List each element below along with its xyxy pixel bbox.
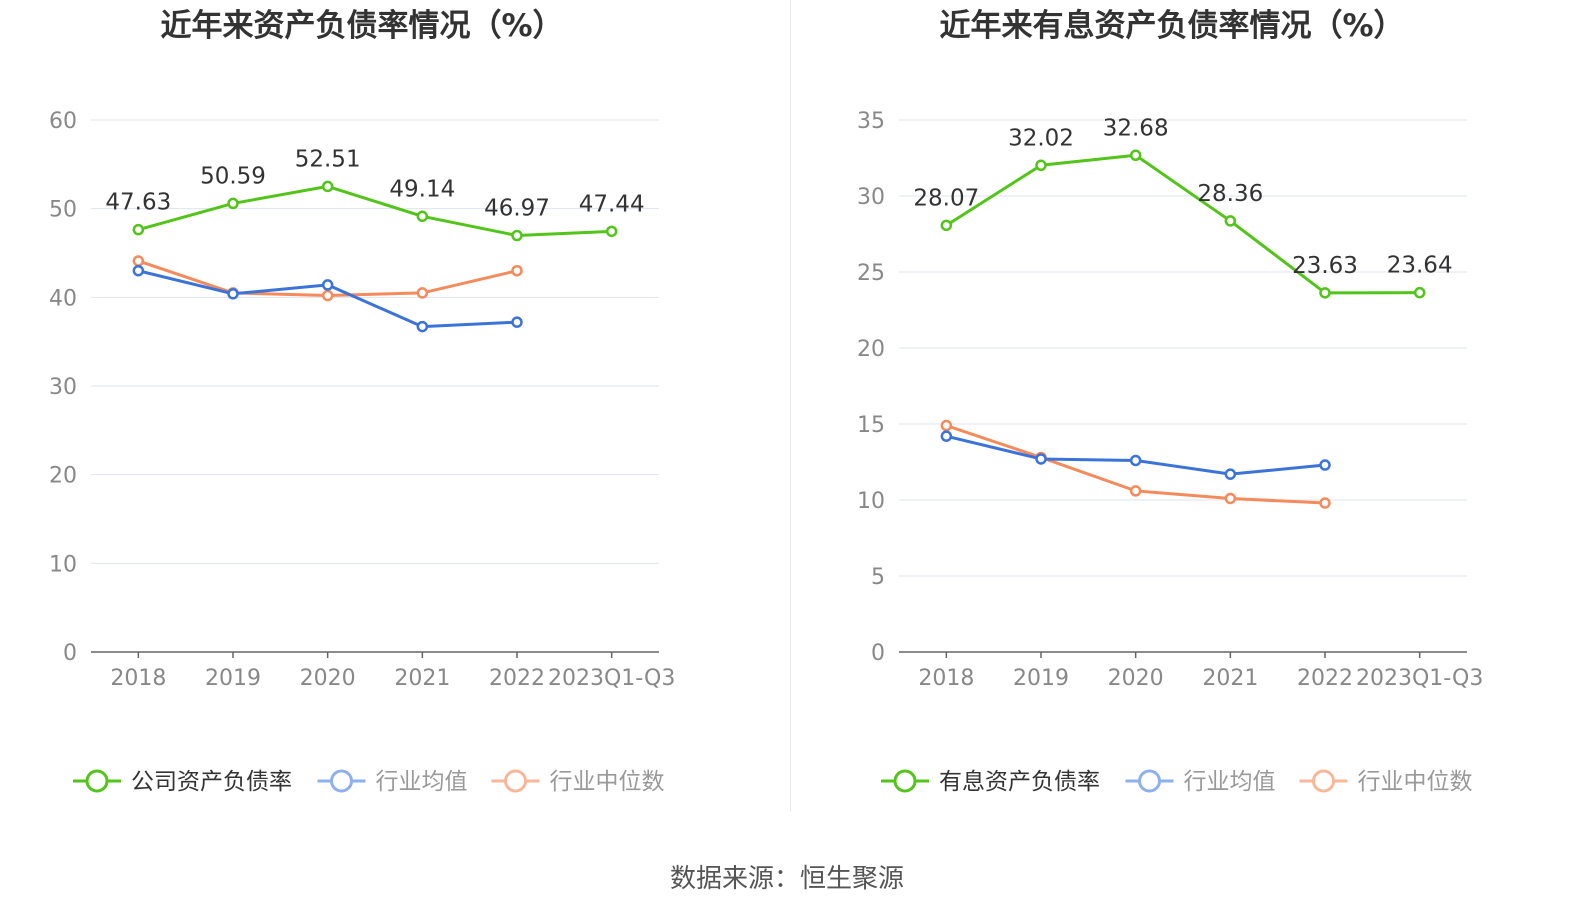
data-label: 32.68 — [1103, 115, 1169, 141]
series-line-company — [945, 153, 1420, 295]
y-tick-label: 20 — [49, 464, 77, 489]
x-tick-label: 2021 — [394, 666, 450, 691]
y-tick-label: 40 — [49, 286, 77, 311]
y-tick-label: 30 — [49, 375, 77, 400]
data-point-median[interactable] — [321, 289, 334, 302]
legend: 有息资产负债率 行业均值 行业中位数 — [881, 769, 1473, 795]
legend-marker — [1312, 769, 1335, 793]
legend-marker — [504, 769, 527, 793]
data-point-company[interactable] — [511, 229, 523, 242]
legend-item-avg[interactable]: 行业均值 — [317, 769, 468, 795]
chart-divider — [790, 0, 791, 812]
legend-label: 行业中位数 — [550, 769, 665, 795]
legend-item-company[interactable]: 公司资产负债率 — [73, 769, 292, 795]
data-label: 50.59 — [200, 163, 266, 189]
legend-item-median[interactable]: 行业中位数 — [491, 769, 665, 795]
data-point-median[interactable] — [940, 419, 953, 432]
x-tick-label: 2021 — [1202, 666, 1258, 691]
x-tick-label: 2022 — [1297, 666, 1353, 691]
x-tick-label: 2023Q1-Q3 — [1356, 666, 1483, 691]
data-point-median[interactable] — [416, 287, 429, 299]
x-tick-label: 2022 — [489, 666, 545, 691]
data-point-avg[interactable] — [511, 316, 523, 328]
legend-item-median[interactable]: 行业中位数 — [1299, 769, 1473, 795]
legend-label: 行业均值 — [376, 769, 468, 795]
data-source: 数据来源：恒生聚源 — [669, 864, 904, 894]
y-tick-label: 5 — [871, 565, 885, 590]
chart-debt-ratio: 近年来资产负债率情况（%） 0 10 20 30 40 50 60 2018 2019 2020 20… — [49, 8, 675, 795]
data-point-avg[interactable] — [227, 288, 239, 300]
y-tick-label: 0 — [871, 641, 885, 666]
y-tick-label: 15 — [857, 413, 885, 438]
data-label: 47.63 — [105, 190, 171, 216]
x-tick-label: 2020 — [300, 666, 356, 691]
data-point-company[interactable] — [321, 180, 334, 193]
data-point-avg[interactable] — [940, 430, 953, 442]
series-line-company — [137, 184, 612, 238]
chart-title: 近年来有息资产负债率情况（%） — [939, 8, 1404, 44]
data-point-median[interactable] — [511, 264, 523, 277]
data-point-median[interactable] — [132, 255, 145, 267]
y-tick-label: 20 — [857, 337, 885, 362]
data-point-company[interactable] — [1224, 215, 1237, 227]
chart-interest-debt-ratio: 近年来有息资产负债率情况（%） 0 5 10 15 20 25 30 35 2018 2019 202… — [857, 8, 1483, 795]
x-tick-label: 2023Q1-Q3 — [548, 666, 675, 691]
legend-label: 有息资产负债率 — [939, 769, 1100, 795]
data-point-avg[interactable] — [1035, 453, 1047, 465]
data-point-company[interactable] — [1413, 286, 1426, 299]
y-tick-label: 0 — [63, 641, 77, 666]
legend-label: 行业中位数 — [1358, 769, 1473, 795]
data-label: 28.07 — [913, 185, 979, 211]
data-label: 46.97 — [484, 196, 550, 222]
legend-item-company[interactable]: 有息资产负债率 — [881, 769, 1100, 795]
y-tick-label: 50 — [49, 198, 77, 223]
data-point-avg[interactable] — [1129, 454, 1142, 467]
data-label: 23.64 — [1387, 253, 1453, 279]
data-label: 49.14 — [389, 176, 455, 202]
y-tick-label: 10 — [49, 552, 77, 577]
data-point-avg[interactable] — [1319, 459, 1331, 471]
data-point-company[interactable] — [605, 225, 618, 238]
data-point-company[interactable] — [1129, 149, 1142, 162]
legend-marker — [893, 769, 917, 793]
x-tick-label: 2020 — [1108, 666, 1164, 691]
data-point-company[interactable] — [416, 210, 429, 223]
legend-label: 公司资产负债率 — [131, 769, 292, 795]
data-point-avg[interactable] — [321, 279, 334, 291]
data-point-median[interactable] — [1224, 492, 1237, 505]
data-point-avg[interactable] — [132, 264, 145, 277]
data-label: 52.51 — [295, 146, 361, 172]
legend-marker — [330, 769, 353, 793]
legend: 公司资产负债率 行业均值 行业中位数 — [73, 769, 665, 795]
data-point-company[interactable] — [227, 197, 239, 210]
chart-title: 近年来资产负债率情况（%） — [160, 8, 563, 44]
legend-label: 行业均值 — [1184, 769, 1276, 795]
data-point-avg[interactable] — [416, 320, 429, 333]
data-label: 23.63 — [1292, 253, 1358, 279]
data-label: 47.44 — [579, 191, 645, 217]
y-tick-label: 10 — [857, 489, 885, 514]
data-point-median[interactable] — [1129, 485, 1142, 497]
x-tick-label: 2018 — [110, 666, 166, 691]
y-tick-label: 30 — [857, 185, 885, 210]
y-tick-label: 25 — [857, 261, 885, 286]
data-point-company[interactable] — [132, 223, 145, 236]
data-point-company[interactable] — [1319, 287, 1331, 299]
y-tick-label: 60 — [49, 109, 77, 134]
legend-item-avg[interactable]: 行业均值 — [1125, 769, 1276, 795]
x-tick-label: 2018 — [918, 666, 974, 691]
x-tick-label: 2019 — [1013, 666, 1069, 691]
legend-marker — [85, 769, 109, 793]
data-label: 28.36 — [1197, 181, 1263, 207]
data-label: 32.02 — [1008, 125, 1074, 151]
y-tick-label: 35 — [857, 109, 885, 134]
legend-marker — [1138, 769, 1161, 793]
data-point-company[interactable] — [1035, 159, 1047, 172]
data-point-avg[interactable] — [1224, 468, 1237, 480]
data-point-company[interactable] — [940, 219, 953, 232]
data-point-median[interactable] — [1319, 497, 1331, 509]
x-tick-label: 2019 — [205, 666, 261, 691]
